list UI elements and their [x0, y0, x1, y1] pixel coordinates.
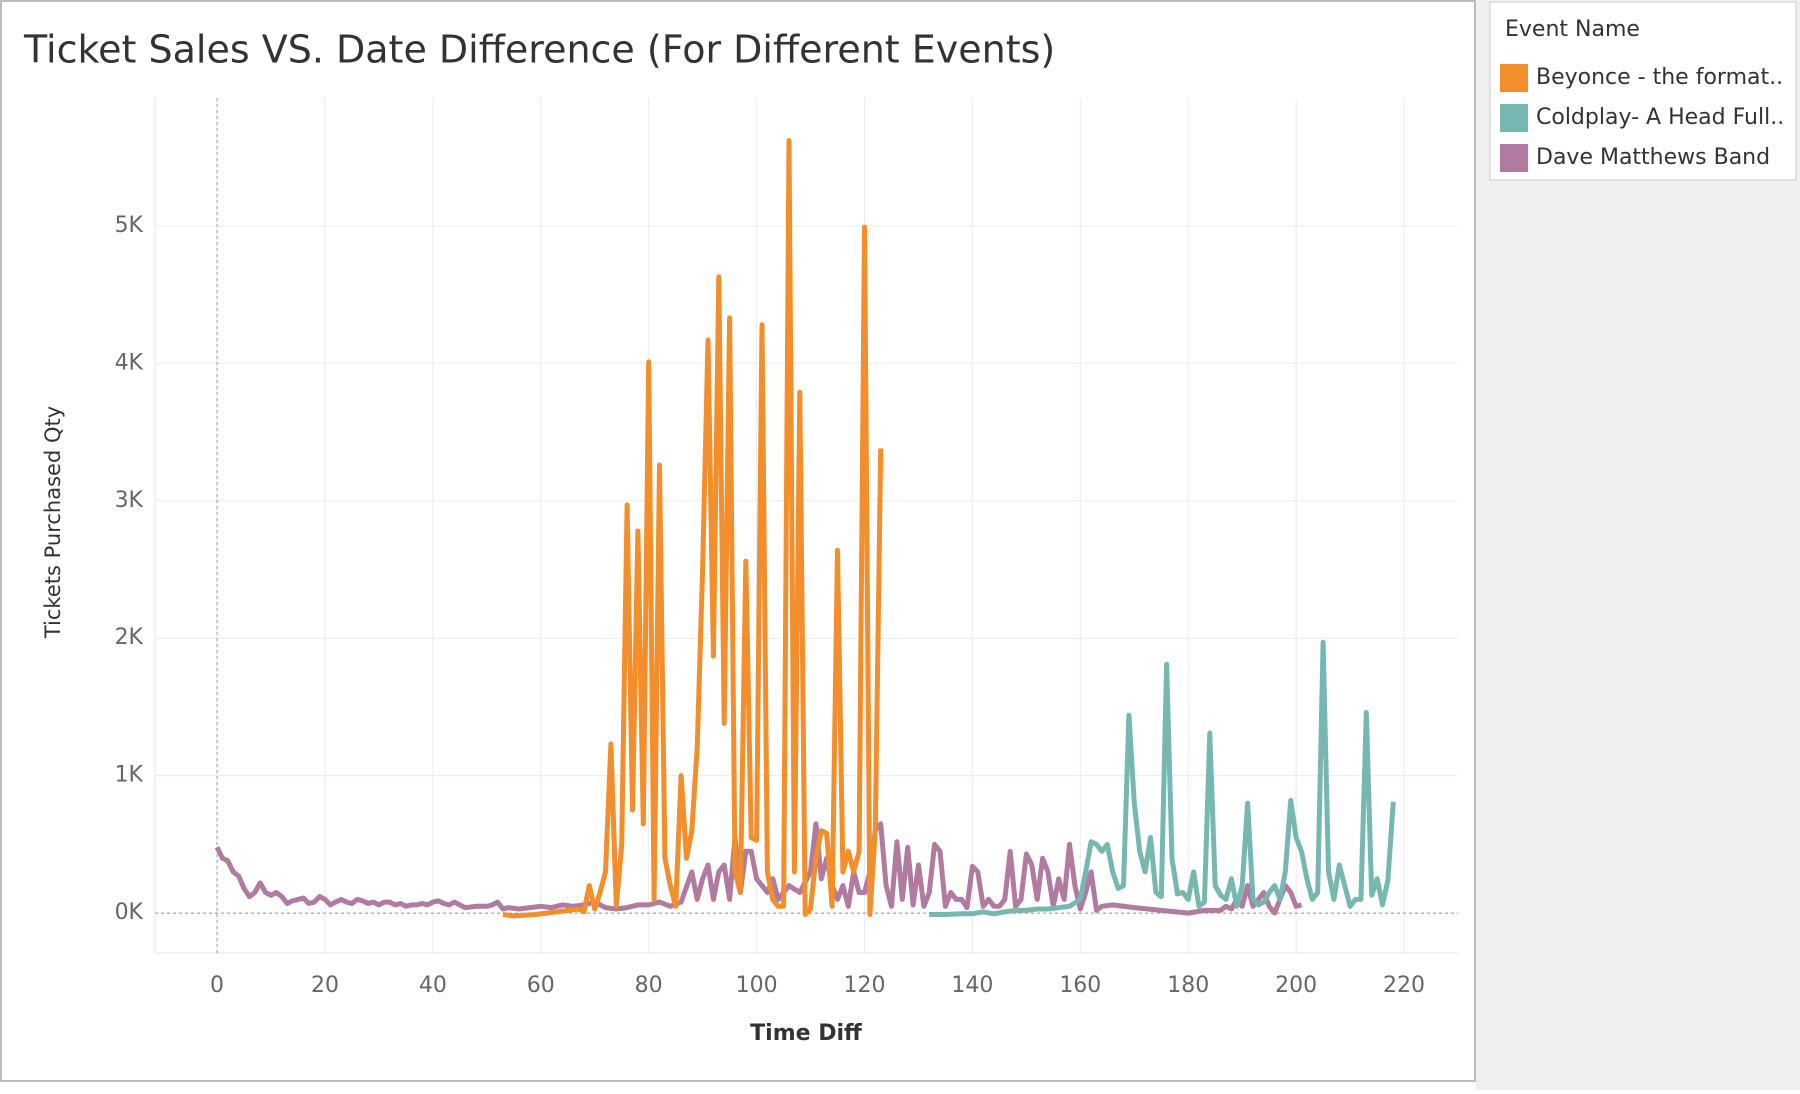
legend-swatch — [1500, 144, 1528, 172]
x-tick-label: 80 — [635, 973, 663, 998]
chart-title: Ticket Sales VS. Date Difference (For Di… — [23, 28, 1055, 72]
series-line — [929, 639, 1396, 917]
legend-swatch — [1500, 104, 1528, 132]
chart-frame — [0, 0, 1476, 1082]
x-tick-label: 0 — [210, 973, 224, 998]
side-pane — [1476, 0, 1800, 1090]
x-tick-label: 200 — [1275, 973, 1317, 998]
y-tick-label: 0K — [115, 900, 144, 925]
x-tick-label: 40 — [419, 973, 447, 998]
legend-label: Dave Matthews Band — [1536, 145, 1770, 170]
series-line — [502, 138, 884, 919]
y-tick-label: 4K — [115, 350, 144, 375]
x-tick-label: 180 — [1167, 973, 1209, 998]
x-tick-label: 160 — [1059, 973, 1101, 998]
x-tick-label: 20 — [311, 973, 339, 998]
x-tick-label: 140 — [951, 973, 993, 998]
x-tick-label: 120 — [844, 973, 886, 998]
x-axis-title: Time Diff — [750, 1021, 863, 1046]
y-tick-label: 5K — [115, 213, 144, 238]
x-tick-label: 220 — [1383, 973, 1425, 998]
x-tick-label: 60 — [527, 973, 555, 998]
legend-swatch — [1500, 64, 1528, 92]
legend-box — [1489, 1, 1797, 181]
legend-label: Beyonce - the format.. — [1536, 65, 1783, 90]
y-tick-label: 1K — [115, 763, 144, 788]
legend-title: Event Name — [1505, 17, 1640, 42]
legend-label: Coldplay- A Head Full.. — [1536, 105, 1784, 130]
series-line — [214, 821, 1303, 916]
x-tick-label: 100 — [736, 973, 778, 998]
y-tick-label: 2K — [115, 625, 144, 650]
y-tick-label: 3K — [115, 488, 144, 513]
y-axis-title: Tickets Purchased Qty — [41, 406, 65, 639]
